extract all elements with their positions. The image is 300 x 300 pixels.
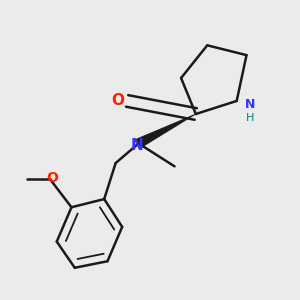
Text: N: N: [130, 138, 143, 153]
Text: N: N: [245, 98, 256, 111]
Text: H: H: [246, 113, 255, 123]
Text: O: O: [111, 93, 124, 108]
Text: O: O: [46, 171, 58, 185]
Polygon shape: [136, 114, 196, 148]
